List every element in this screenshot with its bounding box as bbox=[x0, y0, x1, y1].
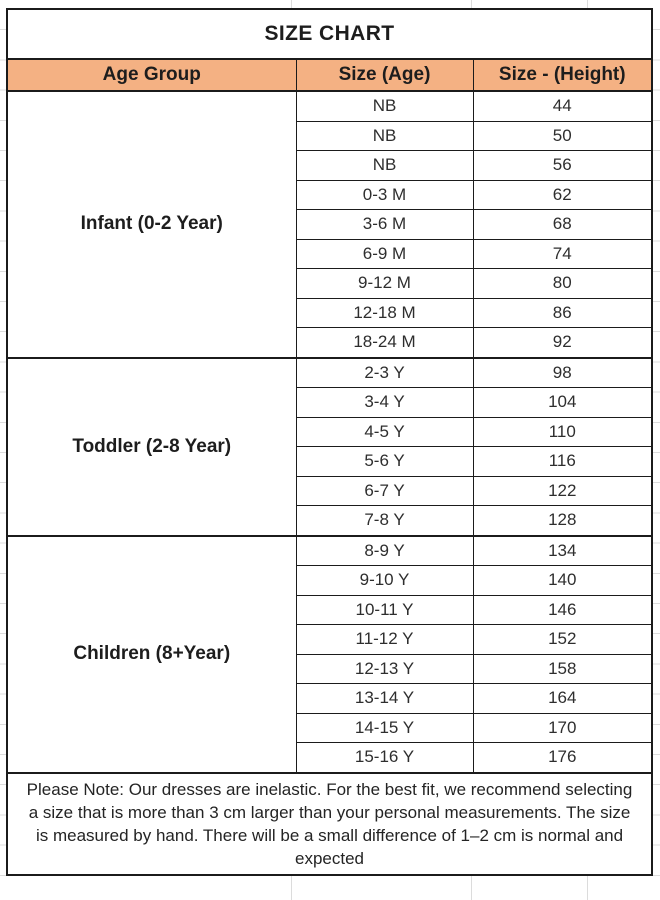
column-header-2: Size - (Height) bbox=[472, 58, 653, 92]
height-cell: 98 bbox=[472, 356, 653, 388]
size-age-cell: 3-4 Y bbox=[295, 387, 474, 418]
height-cell: 146 bbox=[472, 594, 653, 625]
age-group-label: Children (8+Year) bbox=[6, 534, 297, 773]
height-cell: 176 bbox=[472, 742, 653, 773]
size-age-cell: 6-9 M bbox=[295, 238, 474, 269]
table-row: Infant (0-2 Year) NB 44 bbox=[6, 90, 653, 358]
header-row: Age Group Size (Age) Size - (Height) bbox=[6, 58, 653, 92]
height-cell: 68 bbox=[472, 209, 653, 240]
table-row: 3-4 Y 104 bbox=[7, 387, 653, 418]
size-chart-table: SIZE CHART Age Group Size (Age) Size - (He… bbox=[6, 8, 654, 876]
age-group-label: Toddler (2-8 Year) bbox=[6, 356, 297, 536]
size-age-cell: 5-6 Y bbox=[295, 446, 474, 477]
table-row: NB 50 bbox=[7, 120, 653, 151]
size-age-cell: NB bbox=[295, 90, 474, 122]
size-age-cell: 9-10 Y bbox=[295, 565, 474, 596]
size-age-cell: 13-14 Y bbox=[295, 683, 474, 714]
size-age-cell: 9-12 M bbox=[295, 268, 474, 299]
age-group-label: Infant (0-2 Year) bbox=[6, 90, 297, 358]
height-cell: 92 bbox=[472, 327, 653, 358]
height-cell: 104 bbox=[472, 387, 653, 418]
size-age-cell: 4-5 Y bbox=[295, 416, 474, 447]
table-row: 5-6 Y 116 bbox=[7, 446, 653, 477]
height-cell: 86 bbox=[472, 297, 653, 328]
height-cell: 116 bbox=[472, 446, 653, 477]
size-age-cell: 0-3 M bbox=[295, 179, 474, 210]
height-cell: 50 bbox=[472, 120, 653, 151]
size-age-cell: 12-13 Y bbox=[295, 653, 474, 684]
note-text: Please Note: Our dresses are inelastic. … bbox=[26, 779, 633, 868]
table-row: 9-12 M 80 bbox=[7, 268, 653, 299]
table-row: 18-24 M 92 bbox=[7, 327, 653, 358]
column-header-0: Age Group bbox=[6, 58, 297, 92]
height-cell: 158 bbox=[472, 653, 653, 684]
table-row: 12-18 M 86 bbox=[7, 297, 653, 328]
height-cell: 152 bbox=[472, 624, 653, 655]
table-row: 15-16 Y 176 bbox=[7, 742, 653, 773]
column-header-1: Size (Age) bbox=[295, 58, 474, 92]
height-cell: 140 bbox=[472, 565, 653, 596]
height-cell: 122 bbox=[472, 475, 653, 506]
table-row: 3-6 M 68 bbox=[7, 209, 653, 240]
height-cell: 164 bbox=[472, 683, 653, 714]
height-cell: 170 bbox=[472, 712, 653, 743]
table-row: 6-9 M 74 bbox=[7, 238, 653, 269]
size-age-cell: 11-12 Y bbox=[295, 624, 474, 655]
height-cell: 80 bbox=[472, 268, 653, 299]
table-row: Toddler (2-8 Year) 2-3 Y 98 bbox=[6, 356, 653, 536]
size-age-cell: 12-18 M bbox=[295, 297, 474, 328]
table-row: 13-14 Y 164 bbox=[7, 683, 653, 714]
height-cell: 134 bbox=[472, 534, 653, 566]
table-row: Children (8+Year) 8-9 Y 134 bbox=[6, 534, 653, 773]
height-cell: 74 bbox=[472, 238, 653, 269]
table-row: 6-7 Y 122 bbox=[7, 475, 653, 506]
size-age-cell: 10-11 Y bbox=[295, 594, 474, 625]
size-age-cell: 8-9 Y bbox=[295, 534, 474, 566]
height-cell: 44 bbox=[472, 90, 653, 122]
size-age-cell: 15-16 Y bbox=[295, 742, 474, 773]
table-row: 9-10 Y 140 bbox=[7, 565, 653, 596]
height-cell: 110 bbox=[472, 416, 653, 447]
size-age-cell: 14-15 Y bbox=[295, 712, 474, 743]
height-cell: 128 bbox=[472, 505, 653, 536]
chart-title: SIZE CHART bbox=[6, 8, 653, 60]
size-age-cell: 18-24 M bbox=[295, 327, 474, 358]
title-row: SIZE CHART bbox=[6, 8, 653, 60]
size-age-cell: 2-3 Y bbox=[295, 356, 474, 388]
size-age-cell: 3-6 M bbox=[295, 209, 474, 240]
height-cell: 62 bbox=[472, 179, 653, 210]
note-row: Please Note: Our dresses are inelastic. … bbox=[6, 771, 653, 875]
size-age-cell: NB bbox=[295, 120, 474, 151]
size-age-cell: 6-7 Y bbox=[295, 475, 474, 506]
table-row: 4-5 Y 110 bbox=[7, 416, 653, 447]
size-age-cell: 7-8 Y bbox=[295, 505, 474, 536]
size-age-cell: NB bbox=[295, 150, 474, 181]
note-cell: Please Note: Our dresses are inelastic. … bbox=[6, 771, 653, 875]
height-cell: 56 bbox=[472, 150, 653, 181]
table-row: 0-3 M 62 bbox=[7, 179, 653, 210]
